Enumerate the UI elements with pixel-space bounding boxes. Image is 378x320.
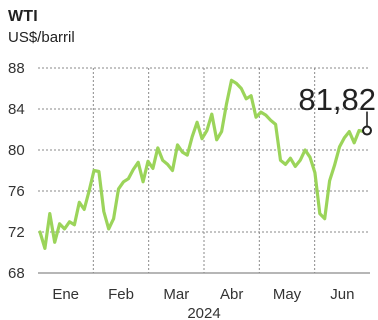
x-tick-label: Ene bbox=[52, 286, 79, 303]
y-axis-ticks: 68 72 76 80 84 88 bbox=[8, 60, 25, 282]
y-tick-label: 80 bbox=[8, 142, 25, 159]
x-tick-label: May bbox=[273, 286, 302, 303]
x-axis-ticks: Ene Feb Mar Abr May Jun bbox=[52, 286, 354, 303]
y-tick-label: 72 bbox=[8, 224, 25, 241]
x-tick-label: Abr bbox=[220, 286, 243, 303]
y-tick-label: 84 bbox=[8, 101, 25, 118]
y-tick-label: 76 bbox=[8, 183, 25, 200]
x-tick-label: Feb bbox=[108, 286, 134, 303]
x-axis-year-label: 2024 bbox=[187, 305, 220, 320]
chart-title: WTI bbox=[8, 8, 38, 25]
x-tick-label: Jun bbox=[330, 286, 354, 303]
last-value-label: 81,82 bbox=[298, 82, 376, 117]
last-value-marker bbox=[362, 125, 372, 136]
y-axis-unit-label: US$/barril bbox=[8, 29, 75, 46]
y-tick-label: 88 bbox=[8, 60, 25, 77]
y-tick-label: 68 bbox=[8, 265, 25, 282]
chart-grid bbox=[38, 67, 370, 274]
x-tick-label: Mar bbox=[163, 286, 189, 303]
wti-price-line bbox=[38, 78, 366, 250]
